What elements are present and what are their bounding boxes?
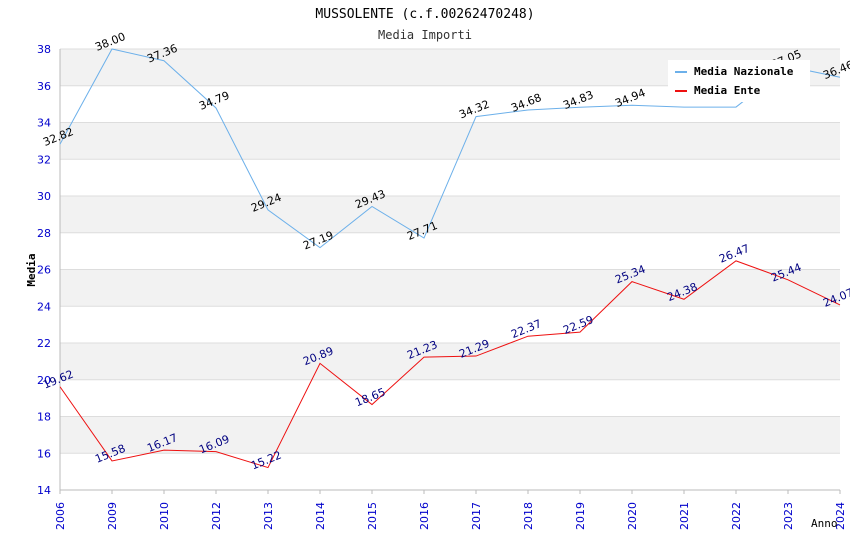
x-tick-label: 2009 <box>106 502 119 530</box>
series-line-media-ente <box>59 260 841 469</box>
y-tick-label: 14 <box>37 484 51 497</box>
x-tick-label: 2021 <box>678 502 691 530</box>
y-tick-label: 26 <box>37 264 51 277</box>
grid-band <box>60 343 840 380</box>
data-label: 34.94 <box>613 86 647 110</box>
data-label: 18.65 <box>353 385 387 409</box>
grid-band <box>60 416 840 454</box>
legend-label-media-ente: Media Ente <box>694 84 761 97</box>
x-tick-label: 2020 <box>626 502 639 530</box>
data-label: 34.79 <box>197 89 231 113</box>
x-tick-label: 2016 <box>418 502 431 530</box>
x-tick-label: 2023 <box>782 502 795 530</box>
x-tick-label: 2022 <box>730 502 743 530</box>
x-tick-label: 2024 <box>834 502 847 530</box>
axes <box>59 49 841 494</box>
data-label: 34.32 <box>457 98 491 122</box>
chart-subtitle: Media Importi <box>378 28 472 42</box>
x-tick-label: 2012 <box>210 502 223 530</box>
y-tick-label: 30 <box>37 190 51 203</box>
grid-band <box>60 269 840 307</box>
data-label: 34.83 <box>561 88 595 112</box>
x-tick-label: 2019 <box>574 502 587 530</box>
legend: Media Nazionale Media Ente <box>668 60 810 102</box>
grid-band <box>60 122 840 160</box>
grid-band <box>60 196 840 233</box>
data-label: 34.68 <box>509 91 543 115</box>
y-tick-label: 22 <box>37 337 51 350</box>
y-tick-label: 32 <box>37 153 51 166</box>
x-tick-label: 2010 <box>158 502 171 530</box>
series-lines <box>59 48 841 469</box>
series-line-media-nazionale <box>59 48 841 249</box>
legend-label-media-nazionale: Media Nazionale <box>694 65 794 78</box>
x-tick-label: 2014 <box>314 502 327 530</box>
y-axis-title: Media <box>25 253 38 286</box>
y-tick-label: 18 <box>37 411 51 424</box>
y-tick-label: 24 <box>37 300 51 313</box>
y-tick-label: 36 <box>37 80 51 93</box>
data-label: 22.59 <box>561 313 595 337</box>
data-label: 22.37 <box>509 317 543 341</box>
x-tick-label: 2017 <box>470 502 483 530</box>
x-tick-label: 2015 <box>366 502 379 530</box>
chart-title: MUSSOLENTE (c.f.00262470248) <box>315 7 534 22</box>
y-tick-label: 20 <box>37 374 51 387</box>
y-tick-label: 34 <box>37 117 51 130</box>
legend-box <box>668 60 810 102</box>
x-tick-label: 2018 <box>522 502 535 530</box>
y-tick-labels: 14 16 18 20 22 24 26 28 30 32 34 36 38 <box>37 43 51 497</box>
y-tick-label: 28 <box>37 227 51 240</box>
x-tick-label: 2013 <box>262 502 275 530</box>
x-tick-labels: 2006 2009 2010 2012 2013 2014 2015 2016 2017 2018… <box>54 502 847 530</box>
y-tick-label: 16 <box>37 447 51 460</box>
x-tick-label: 2006 <box>54 502 67 530</box>
x-axis-title: Anno <box>811 517 838 530</box>
y-tick-label: 38 <box>37 43 51 56</box>
data-label: 19.62 <box>41 368 75 392</box>
